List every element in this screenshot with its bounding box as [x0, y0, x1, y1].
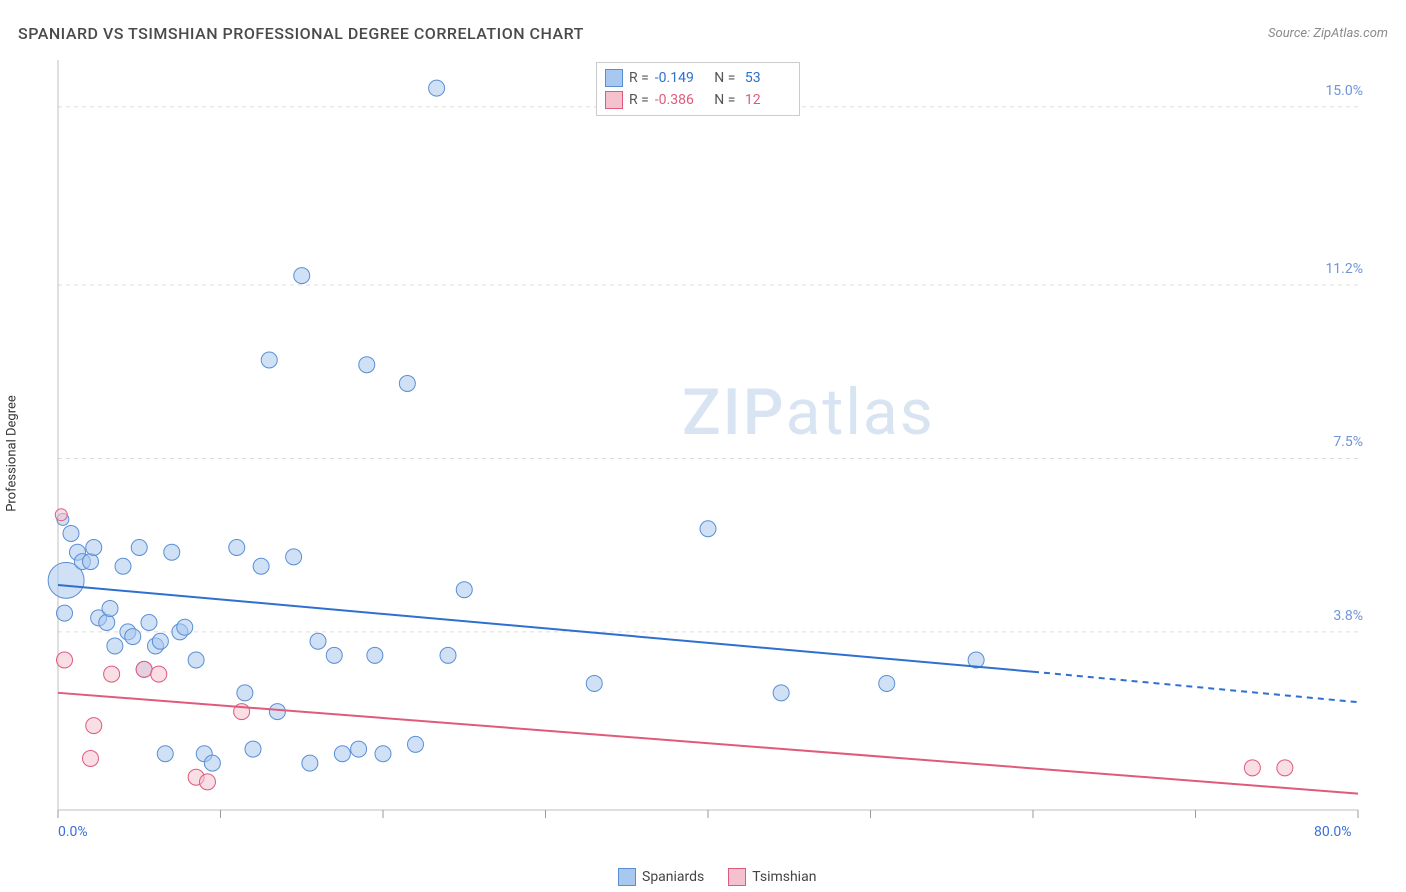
series-legend: Spaniards Tsimshian: [618, 868, 816, 886]
r-value: -0.386: [655, 89, 705, 111]
legend-correlation-row: R = -0.386 N = 12: [605, 89, 791, 111]
n-label: N =: [711, 67, 736, 89]
legend-swatch: [728, 868, 746, 886]
legend-series-item: Tsimshian: [728, 868, 816, 886]
legend-swatch: [618, 868, 636, 886]
chart-header: SPANIARD VS TSIMSHIAN PROFESSIONAL DEGRE…: [18, 18, 1388, 48]
correlation-legend: R = -0.149 N = 53 R = -0.386 N = 12: [596, 62, 800, 116]
x-tick-label: 0.0%: [58, 824, 88, 840]
y-tick-label: 11.2%: [1308, 261, 1363, 277]
n-value: 53: [741, 67, 791, 89]
legend-series-label: Spaniards: [642, 869, 704, 885]
legend-series-label: Tsimshian: [752, 869, 816, 885]
y-tick-label: 7.5%: [1308, 434, 1363, 450]
y-tick-label: 15.0%: [1308, 83, 1363, 99]
n-label: N =: [711, 89, 736, 111]
y-tick-label: 3.8%: [1308, 608, 1363, 624]
r-value: -0.149: [655, 67, 705, 89]
r-label: R =: [629, 89, 649, 111]
legend-swatch: [605, 91, 623, 109]
legend-correlation-row: R = -0.149 N = 53: [605, 67, 791, 89]
x-tick-label: 80.0%: [1314, 824, 1352, 840]
y-axis-label: Professional Degree: [5, 395, 20, 512]
r-label: R =: [629, 67, 649, 89]
legend-series-item: Spaniards: [618, 868, 704, 886]
n-value: 12: [741, 89, 791, 111]
scatter-plot-svg: [48, 60, 1360, 830]
chart-area: ZIPatlas R =-0.149 N = 53R =-0.386 N = 1…: [48, 60, 1358, 830]
chart-title: SPANIARD VS TSIMSHIAN PROFESSIONAL DEGRE…: [18, 24, 584, 43]
legend-swatch: [605, 69, 623, 87]
chart-source: Source: ZipAtlas.com: [1268, 26, 1388, 41]
